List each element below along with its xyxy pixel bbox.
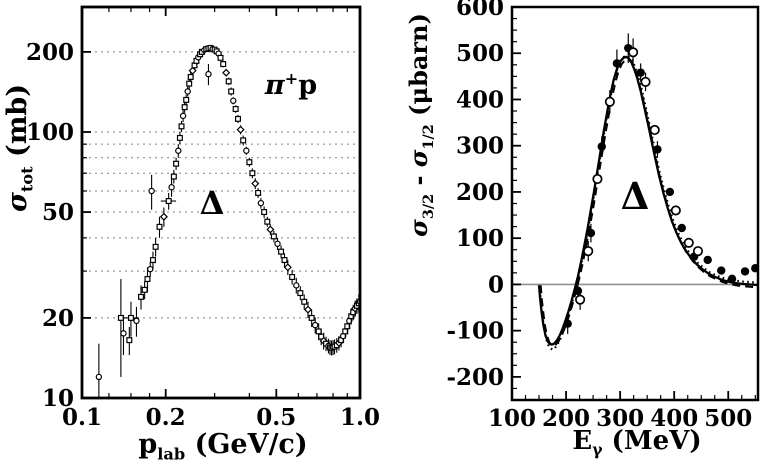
delta-resonance-label-left: Δ: [199, 184, 225, 222]
left-x-tick-label: 1.0: [340, 404, 380, 431]
right-ticks: [511, 6, 756, 400]
left-y-tick-label: 200: [26, 39, 74, 66]
reaction-label: π+p: [258, 69, 324, 101]
p-symbol: p: [138, 429, 158, 460]
left-x-axis-title: plab (GeV/c): [93, 431, 353, 463]
right-x-tick-label: 100: [488, 405, 536, 432]
solid-model: [537, 55, 759, 346]
pi-symbol: π: [264, 70, 285, 101]
left-plot-frame: [80, 5, 362, 400]
left-y-tick-label: 10: [42, 385, 74, 412]
left-plot: 10 20 50 100 200 0.1 0.2 0.5 1.0: [26, 5, 380, 431]
right-x-axis-title: Eγ (MeV): [517, 428, 757, 458]
left-ticks: [81, 7, 361, 399]
right-x-tick-label: 300: [596, 405, 644, 432]
y-axis-unit: (mb): [2, 83, 33, 167]
right-y-tick-label: 300: [456, 133, 504, 160]
right-x-axis-unit: (MeV): [602, 426, 702, 456]
right-x-tick-label: 500: [704, 405, 752, 432]
left-y-tick-label: 20: [42, 305, 74, 332]
gamma-subscript: γ: [592, 440, 603, 460]
sigma32-symbol: σ: [404, 219, 433, 237]
proton-symbol: p: [298, 70, 318, 101]
right-y-tick-label: 0: [488, 271, 504, 298]
right-y-tick-label: 200: [456, 179, 504, 206]
left-data-points: [95, 44, 361, 399]
right-x-tick-label: 200: [542, 405, 590, 432]
right-data-series: [563, 33, 759, 334]
sigma-subscript: tot: [17, 166, 37, 193]
open-circle-data: [575, 38, 704, 310]
left-x-tick-label: 0.5: [256, 404, 296, 431]
left-x-tick-label: 0.2: [146, 404, 186, 431]
right-y-tick-label: -100: [446, 318, 504, 345]
sigma12-subscript: 1/2: [419, 124, 437, 150]
left-y-axis-title: σtot (mb): [2, 18, 40, 278]
dashed-model: [539, 58, 759, 347]
sigma32-subscript: 3/2: [419, 193, 437, 220]
left-y-tick-label: 50: [42, 199, 74, 226]
x-axis-unit: (GeV/c): [185, 429, 308, 460]
left-y-tick-label: 100: [26, 119, 74, 146]
p-subscript: lab: [157, 444, 186, 464]
right-y-tick-label: -200: [446, 364, 504, 391]
right-y-tick-label: 600: [456, 0, 504, 21]
right-x-tick-label: 400: [650, 405, 698, 432]
right-y-tick-label: 500: [456, 40, 504, 67]
left-x-tick-label: 0.1: [62, 404, 102, 431]
sigma12-symbol: σ: [404, 149, 433, 168]
left-tick-labels: 10 20 50 100 200 0.1 0.2 0.5 1.0: [26, 39, 380, 431]
right-y-tick-label: 400: [456, 86, 504, 113]
sigma-symbol: σ: [2, 192, 33, 213]
right-y-tick-label: 100: [456, 225, 504, 252]
minus-sign: -: [404, 167, 433, 194]
delta-resonance-label-right: Δ: [620, 174, 650, 218]
plus-superscript: +: [284, 69, 299, 88]
right-y-axis-unit: (μbarn): [404, 13, 433, 125]
right-model-curves: [537, 54, 759, 351]
e-symbol: E: [572, 426, 593, 456]
right-y-axis-title: σ3/2 - σ1/2 (μbarn): [404, 0, 443, 292]
